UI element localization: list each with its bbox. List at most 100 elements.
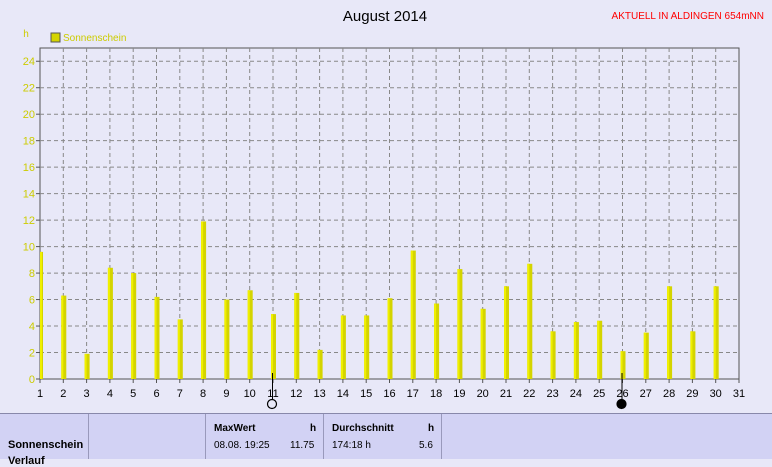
bar <box>364 315 370 379</box>
y-tick-label: 0 <box>29 374 35 386</box>
row-label-history: Verlauf <box>8 455 45 467</box>
max-date: 08.08. 19:25 <box>214 440 270 451</box>
y-tick-label: 12 <box>23 215 35 227</box>
x-tick-label: 22 <box>523 388 535 400</box>
legend-label: Sonnenschein <box>63 33 126 44</box>
bar <box>177 319 183 379</box>
y-tick-label: 10 <box>23 242 35 254</box>
bar <box>573 322 579 379</box>
bar <box>550 331 556 379</box>
x-tick-label: 16 <box>383 388 395 400</box>
y-axis-unit: h <box>23 29 29 40</box>
y-tick-label: 18 <box>23 136 35 148</box>
y-tick-label: 4 <box>29 321 35 333</box>
bar <box>247 290 253 379</box>
x-tick-label: 15 <box>360 388 372 400</box>
bar <box>690 331 696 379</box>
new-moon-icon <box>616 398 627 410</box>
x-tick-label: 5 <box>130 388 136 400</box>
full-moon-icon <box>266 398 278 410</box>
bar-highlight <box>690 331 693 379</box>
stats-table: Sonnenschein Verlauf MaxWert h 08.08. 19… <box>0 413 772 467</box>
bar-highlight <box>620 351 623 379</box>
bar <box>410 250 416 379</box>
bar-highlight <box>340 315 343 379</box>
y-tick-label: 2 <box>29 348 35 360</box>
x-tick-label: 24 <box>570 388 582 400</box>
max-value: 11.75 <box>290 440 315 451</box>
sunshine-chart: August 2014 AKTUELL IN ALDINGEN 654mNN h… <box>23 8 764 410</box>
bar <box>224 299 230 379</box>
x-tick-label: 10 <box>244 388 256 400</box>
y-tick-label: 24 <box>23 56 35 68</box>
y-tick-label: 22 <box>23 83 35 95</box>
max-header: MaxWert <box>214 423 256 434</box>
x-tick-label: 23 <box>546 388 558 400</box>
x-tick-label: 2 <box>60 388 66 400</box>
bar-highlight <box>224 299 227 379</box>
bar-highlight <box>364 315 367 379</box>
bar-highlight <box>573 322 576 379</box>
bar <box>504 286 509 379</box>
average-header: Durchschnitt <box>332 423 394 434</box>
stats-spacer-cell <box>88 414 205 459</box>
x-tick-label: 6 <box>153 388 159 400</box>
bar <box>131 273 137 379</box>
average-total: 174:18 h <box>332 440 371 451</box>
bar <box>201 221 207 379</box>
max-unit: h <box>310 423 317 434</box>
bar <box>387 298 393 379</box>
bar-highlight <box>434 303 437 379</box>
bar <box>294 292 300 379</box>
x-tick-label: 27 <box>640 388 652 400</box>
x-tick-label: 13 <box>313 388 325 400</box>
bar <box>107 267 113 379</box>
x-tick-label: 3 <box>84 388 90 400</box>
bar <box>643 332 649 379</box>
moon-phase-markers <box>266 373 627 410</box>
bar-highlight <box>713 286 716 379</box>
x-tick-label: 8 <box>200 388 206 400</box>
x-tick-label: 29 <box>686 388 698 400</box>
bar <box>154 296 160 379</box>
average-value: 5.6 <box>419 440 433 451</box>
bar <box>713 286 719 379</box>
x-tick-label: 25 <box>593 388 605 400</box>
bar-highlight <box>271 314 273 379</box>
average-unit: h <box>428 423 435 434</box>
x-tick-label: 4 <box>107 388 113 400</box>
row-label-sunshine: Sonnenschein <box>8 439 84 451</box>
bar <box>434 303 440 379</box>
chart-title: August 2014 <box>343 8 427 25</box>
x-axis-ticks: 1234567891011121314151617181920212223242… <box>37 379 745 400</box>
bar-highlight <box>177 319 180 379</box>
x-tick-label: 30 <box>710 388 722 400</box>
y-tick-label: 14 <box>23 189 35 201</box>
bar <box>667 286 673 379</box>
bar-highlight <box>201 221 204 379</box>
x-tick-label: 28 <box>663 388 675 400</box>
x-tick-label: 21 <box>500 388 512 400</box>
bar-highlight <box>154 296 157 379</box>
bar-highlight <box>550 331 553 379</box>
y-tick-label: 16 <box>23 162 35 174</box>
bar-highlight <box>247 290 250 379</box>
bar-highlight <box>131 273 134 379</box>
legend-swatch <box>50 32 61 43</box>
bar-highlight <box>317 349 320 379</box>
bar <box>457 269 463 379</box>
x-tick-label: 19 <box>453 388 465 400</box>
y-tick-label: 8 <box>29 268 35 280</box>
x-tick-label: 9 <box>223 388 229 400</box>
max-value-cell: MaxWert h 08.08. 19:25 11.75 <box>205 414 323 459</box>
bar-highlight <box>294 292 297 379</box>
x-tick-label: 14 <box>337 388 349 400</box>
x-tick-label: 12 <box>290 388 302 400</box>
bar <box>317 349 323 379</box>
bar <box>480 308 486 379</box>
bar-highlight <box>61 295 64 379</box>
bar-highlight <box>480 308 483 379</box>
station-label: AKTUELL IN ALDINGEN 654mNN <box>612 11 764 22</box>
bar-highlight <box>387 298 390 379</box>
bar <box>597 320 603 379</box>
